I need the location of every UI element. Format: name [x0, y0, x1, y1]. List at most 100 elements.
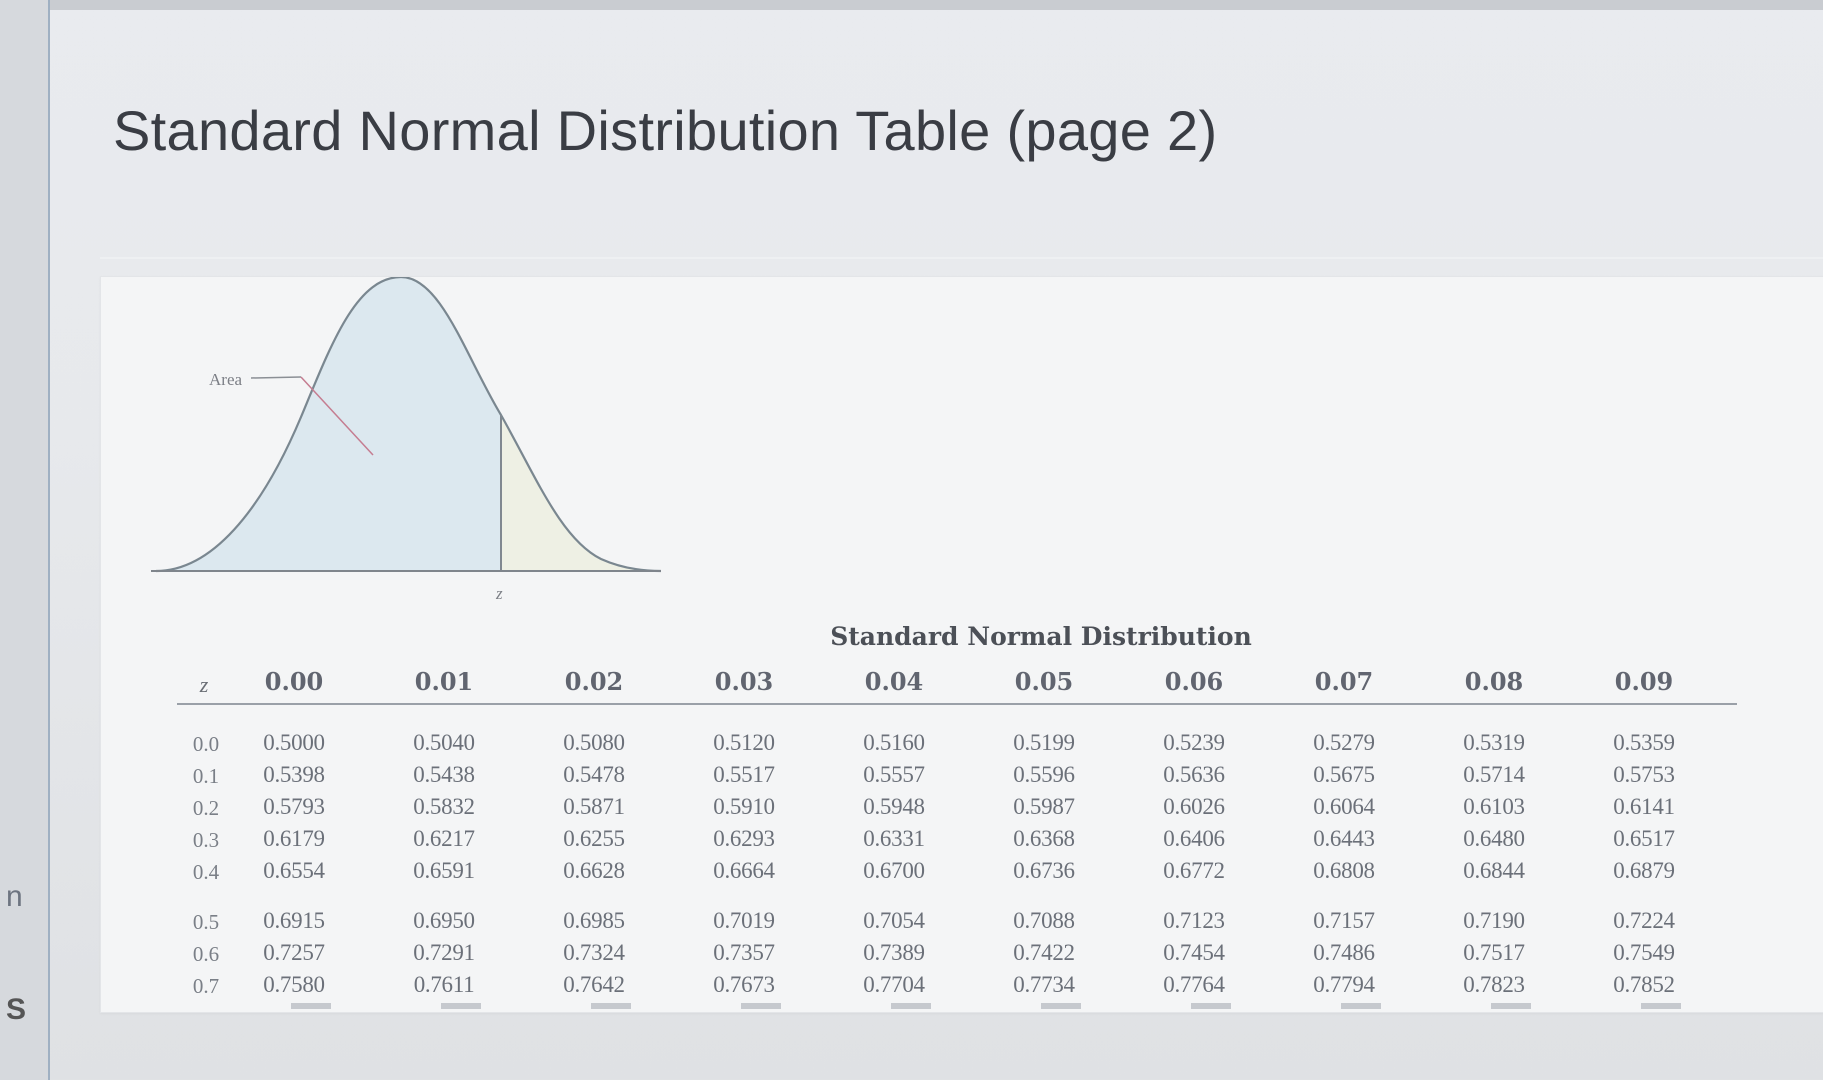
table-cell: 0.7486 [1313, 940, 1375, 965]
table-cell: 0.6985 [563, 908, 625, 933]
table-cell: 0.7454 [1163, 940, 1225, 965]
area-tail-shaded [501, 415, 661, 571]
table-cell: 0.6736 [1013, 858, 1075, 883]
table-cell: 0.5359 [1613, 730, 1675, 755]
table-cell: 0.5714 [1463, 762, 1525, 787]
edge-text-n: n [6, 880, 23, 913]
table-cell: 0.5199 [1013, 730, 1075, 755]
table-cell: 0.7019 [713, 908, 775, 933]
table-cell: 0.5871 [563, 794, 625, 819]
table-heading: Standard Normal Distribution [830, 622, 1252, 651]
table-cell: 0.7549 [1613, 940, 1675, 965]
table-cell: 0.5160 [863, 730, 925, 755]
column-header: 0.05 [1014, 667, 1074, 696]
table-cell: 0.7324 [563, 940, 625, 965]
area-pointer-diagonal [300, 376, 374, 456]
table-cell: 0.6628 [563, 858, 625, 883]
row-z-value: 0.7 [192, 974, 220, 998]
table-cell: 0.7611 [413, 972, 475, 997]
table-cell: 0.7823 [1463, 972, 1525, 997]
table-cell: 0.7157 [1313, 908, 1375, 933]
column-header: 0.08 [1464, 667, 1524, 696]
row-z-value: 0.0 [192, 732, 220, 756]
table-cell: 0.5279 [1313, 730, 1375, 755]
table-cell: 0.6026 [1163, 794, 1225, 819]
column-header: 0.06 [1164, 667, 1224, 696]
table-cell: 0.6406 [1163, 826, 1225, 851]
table-cell: 0.7224 [1613, 908, 1675, 933]
table-cell: 0.5000 [263, 730, 325, 755]
left-panel-edge: n S [0, 0, 50, 1080]
table-cell: 0.5636 [1163, 762, 1225, 787]
table-cell: 0.6368 [1013, 826, 1075, 851]
table-cell: 0.6255 [563, 826, 625, 851]
table-cell: 0.6664 [713, 858, 775, 883]
column-header: 0.09 [1614, 667, 1674, 696]
table-cell: 0.6443 [1313, 826, 1375, 851]
normal-table-figure: Area z Standard Normal Distribution z 0.… [100, 276, 1823, 1013]
row-z-value: 0.1 [192, 764, 220, 788]
area-pointer-line [250, 376, 302, 379]
row-z-value: 0.6 [192, 942, 220, 966]
table-cell: 0.7580 [263, 972, 325, 997]
table-cell: 0.7764 [1163, 972, 1225, 997]
table-cell: 0.5239 [1163, 730, 1225, 755]
table-cell: 0.5438 [413, 762, 475, 787]
table-cell: 0.5319 [1463, 730, 1525, 755]
table-cell: 0.5596 [1013, 762, 1075, 787]
table-cell: 0.5675 [1313, 762, 1375, 787]
top-bar [0, 0, 1823, 10]
table-cell: 0.6879 [1613, 858, 1675, 883]
table-cell: 0.6772 [1163, 858, 1225, 883]
table-cell: 0.5832 [413, 794, 475, 819]
table-cell: 0.7794 [1313, 972, 1375, 997]
table-cell: 0.6700 [863, 858, 925, 883]
normal-curve-illustration: Area z [151, 277, 662, 603]
table-cell: 0.5793 [263, 794, 325, 819]
table-cell: 0.5948 [863, 794, 925, 819]
table-cell: 0.7257 [263, 940, 325, 965]
table-cell: 0.5517 [713, 762, 775, 787]
title-divider [100, 257, 1823, 259]
table-cell: 0.5987 [1013, 794, 1075, 819]
table-cell: 0.6103 [1463, 794, 1525, 819]
table-cell: 0.6179 [263, 826, 325, 851]
table-cell: 0.5753 [1613, 762, 1675, 787]
column-header: 0.00 [264, 667, 324, 696]
table-cell: 0.6331 [863, 826, 925, 851]
table-cell: 0.7123 [1163, 908, 1225, 933]
table-cell: 0.5398 [263, 762, 325, 787]
table-cell: 0.6844 [1463, 858, 1525, 883]
header-rule [177, 703, 1737, 705]
table-cell: 0.6293 [713, 826, 775, 851]
table-cell: 0.6808 [1313, 858, 1375, 883]
row-z-value: 0.4 [192, 860, 220, 884]
table-cell: 0.5040 [413, 730, 475, 755]
table-cell: 0.6480 [1463, 826, 1525, 851]
table-cell: 0.7673 [713, 972, 775, 997]
cut-off-next-row [291, 1003, 1691, 1009]
table-cell: 0.7088 [1013, 908, 1075, 933]
table-cell: 0.6915 [263, 908, 325, 933]
table-cell: 0.5478 [563, 762, 625, 787]
table-cell: 0.6554 [263, 858, 325, 883]
area-left-shaded [156, 277, 501, 571]
table-cell: 0.7357 [713, 940, 775, 965]
table-cell: 0.6950 [413, 908, 475, 933]
column-header: 0.01 [414, 667, 474, 696]
row-z-value: 0.5 [192, 910, 220, 934]
table-cell: 0.7054 [863, 908, 925, 933]
page-title: Standard Normal Distribution Table (page… [113, 99, 1218, 162]
table-cell: 0.7852 [1613, 972, 1675, 997]
table-cell: 0.7642 [563, 972, 625, 997]
table-cell: 0.5910 [713, 794, 775, 819]
curve-line [155, 277, 662, 573]
table-cell: 0.6591 [413, 858, 475, 883]
column-header: 0.02 [564, 667, 624, 696]
column-header: 0.04 [864, 667, 924, 696]
table-cell: 0.5120 [713, 730, 775, 755]
table-cell: 0.6141 [1613, 794, 1675, 819]
table-cell: 0.7704 [863, 972, 925, 997]
table-cell: 0.7517 [1463, 940, 1525, 965]
table-cell: 0.6064 [1313, 794, 1375, 819]
